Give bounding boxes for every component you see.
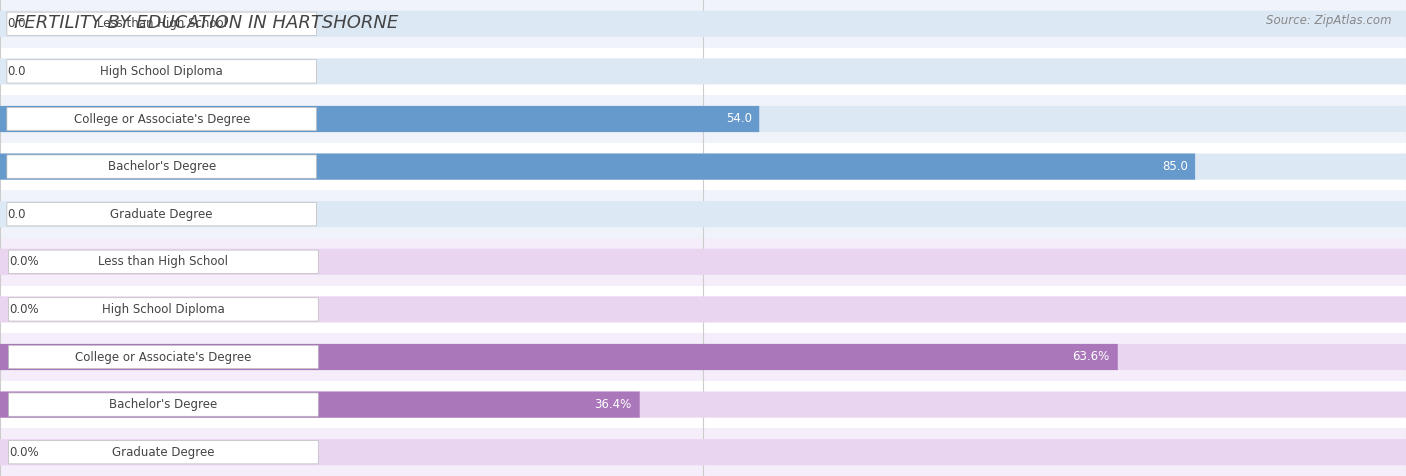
FancyBboxPatch shape bbox=[0, 248, 1406, 275]
Text: High School Diploma: High School Diploma bbox=[100, 65, 224, 78]
FancyBboxPatch shape bbox=[0, 296, 1406, 323]
Text: High School Diploma: High School Diploma bbox=[103, 303, 225, 316]
FancyBboxPatch shape bbox=[0, 344, 1118, 370]
FancyBboxPatch shape bbox=[0, 391, 640, 418]
FancyBboxPatch shape bbox=[0, 106, 1406, 132]
FancyBboxPatch shape bbox=[0, 153, 1406, 180]
FancyBboxPatch shape bbox=[8, 346, 318, 368]
Bar bbox=[0, 0, 1406, 48]
Bar bbox=[0, 286, 1406, 333]
FancyBboxPatch shape bbox=[0, 106, 759, 132]
Bar bbox=[0, 95, 1406, 143]
Bar bbox=[0, 381, 1406, 428]
Bar bbox=[0, 333, 1406, 381]
Text: College or Associate's Degree: College or Associate's Degree bbox=[73, 112, 250, 126]
Text: 63.6%: 63.6% bbox=[1071, 350, 1109, 364]
FancyBboxPatch shape bbox=[7, 12, 316, 36]
FancyBboxPatch shape bbox=[8, 250, 318, 273]
Text: 36.4%: 36.4% bbox=[593, 398, 631, 411]
Text: Bachelor's Degree: Bachelor's Degree bbox=[110, 398, 218, 411]
Text: 54.0: 54.0 bbox=[727, 112, 752, 126]
Text: FERTILITY BY EDUCATION IN HARTSHORNE: FERTILITY BY EDUCATION IN HARTSHORNE bbox=[14, 14, 398, 32]
Text: Bachelor's Degree: Bachelor's Degree bbox=[108, 160, 215, 173]
Text: Source: ZipAtlas.com: Source: ZipAtlas.com bbox=[1267, 14, 1392, 27]
Text: 0.0: 0.0 bbox=[7, 17, 25, 30]
FancyBboxPatch shape bbox=[0, 391, 1406, 418]
Text: 0.0%: 0.0% bbox=[8, 255, 38, 268]
FancyBboxPatch shape bbox=[7, 203, 316, 226]
FancyBboxPatch shape bbox=[7, 60, 316, 83]
Bar bbox=[0, 48, 1406, 95]
Text: Less than High School: Less than High School bbox=[97, 17, 226, 30]
FancyBboxPatch shape bbox=[7, 107, 316, 130]
FancyBboxPatch shape bbox=[7, 155, 316, 178]
FancyBboxPatch shape bbox=[8, 441, 318, 464]
Text: College or Associate's Degree: College or Associate's Degree bbox=[76, 350, 252, 364]
FancyBboxPatch shape bbox=[0, 153, 1195, 180]
Bar bbox=[0, 190, 1406, 238]
FancyBboxPatch shape bbox=[0, 344, 1406, 370]
FancyBboxPatch shape bbox=[8, 393, 318, 416]
Text: 0.0: 0.0 bbox=[7, 65, 25, 78]
Text: 85.0: 85.0 bbox=[1163, 160, 1188, 173]
Text: 0.0%: 0.0% bbox=[8, 303, 38, 316]
Text: 0.0%: 0.0% bbox=[8, 446, 38, 459]
Text: Graduate Degree: Graduate Degree bbox=[111, 208, 212, 221]
FancyBboxPatch shape bbox=[8, 298, 318, 321]
Bar bbox=[0, 428, 1406, 476]
Text: Graduate Degree: Graduate Degree bbox=[112, 446, 215, 459]
Text: Less than High School: Less than High School bbox=[98, 255, 228, 268]
Text: 0.0: 0.0 bbox=[7, 208, 25, 221]
Bar bbox=[0, 238, 1406, 286]
FancyBboxPatch shape bbox=[0, 439, 1406, 466]
Bar bbox=[0, 143, 1406, 190]
FancyBboxPatch shape bbox=[0, 58, 1406, 85]
FancyBboxPatch shape bbox=[0, 201, 1406, 228]
FancyBboxPatch shape bbox=[0, 10, 1406, 37]
